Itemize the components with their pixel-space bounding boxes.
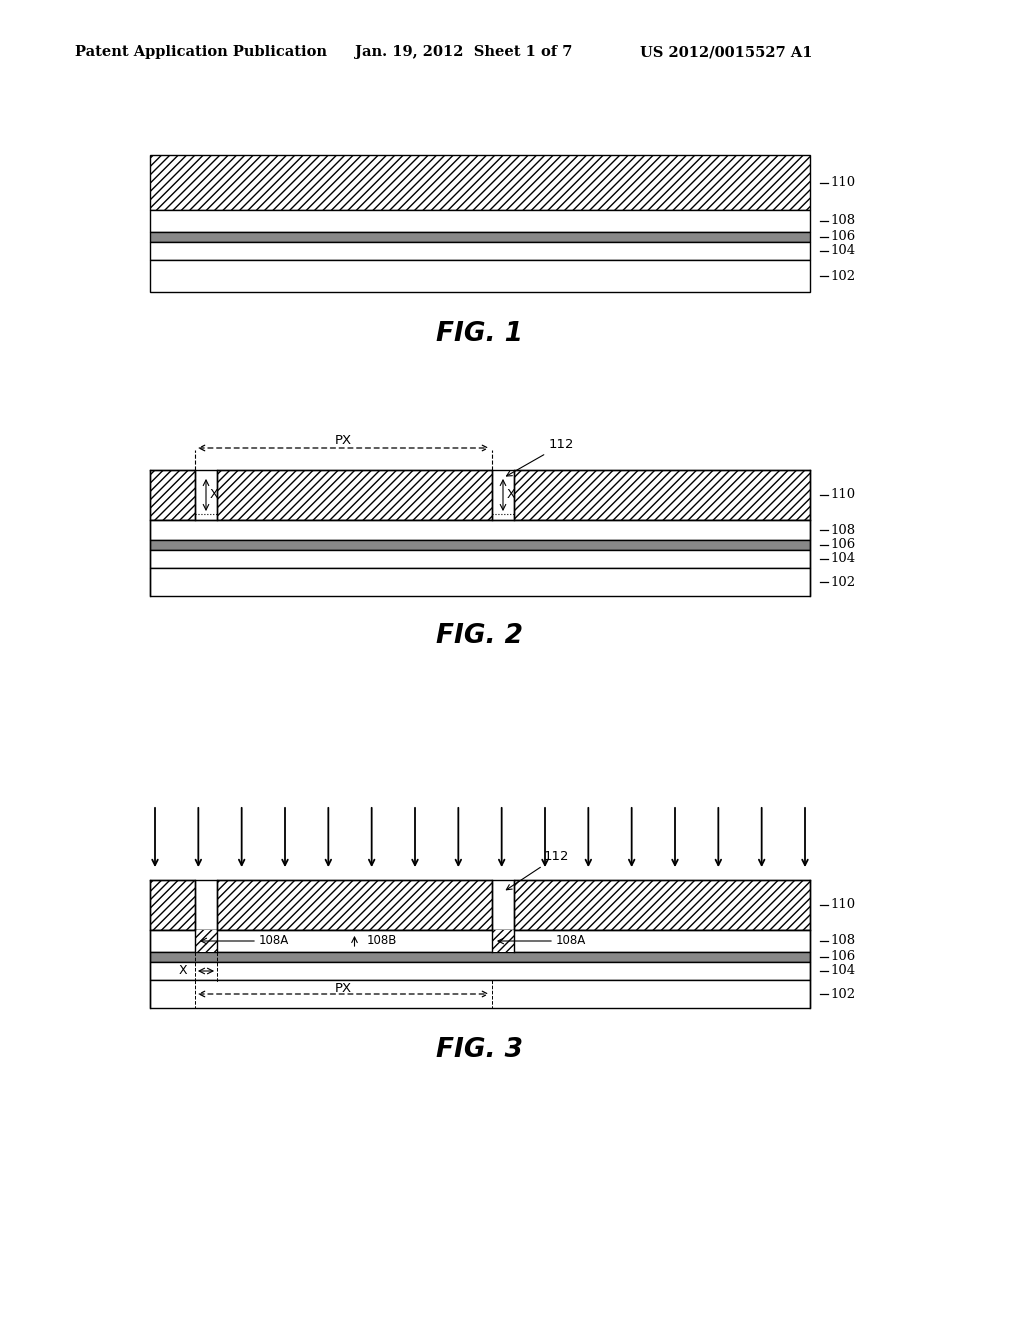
Bar [195,931,217,952]
Bar [150,568,810,597]
Text: PX: PX [335,434,352,447]
Bar [150,520,810,540]
Bar [150,232,810,242]
Bar [514,880,810,931]
Text: FIG. 3: FIG. 3 [436,1038,523,1063]
Text: 102: 102 [830,987,855,1001]
Bar [150,154,810,210]
Text: 112: 112 [506,850,569,890]
Text: 112: 112 [507,438,574,477]
Text: US 2012/0015527 A1: US 2012/0015527 A1 [640,45,812,59]
Text: X: X [178,965,187,978]
Bar [217,470,492,520]
Text: 110: 110 [830,488,855,502]
Text: 106: 106 [830,231,855,243]
Text: 104: 104 [830,965,855,978]
Bar [150,931,810,952]
Bar [514,470,810,520]
Text: 106: 106 [830,950,855,964]
Text: X: X [210,488,219,502]
Bar [150,242,810,260]
Text: 110: 110 [830,899,855,912]
Text: 110: 110 [830,176,855,189]
Text: Jan. 19, 2012  Sheet 1 of 7: Jan. 19, 2012 Sheet 1 of 7 [355,45,572,59]
Text: 108: 108 [830,214,855,227]
Text: PX: PX [335,982,352,995]
Text: FIG. 2: FIG. 2 [436,623,523,649]
Text: Patent Application Publication: Patent Application Publication [75,45,327,59]
Text: 106: 106 [830,539,855,552]
Text: 108A: 108A [556,935,587,948]
Text: 102: 102 [830,269,855,282]
Bar [150,952,810,962]
Text: 102: 102 [830,576,855,589]
Text: 104: 104 [830,553,855,565]
Bar [150,880,195,931]
Text: 108A: 108A [259,935,289,948]
Text: X: X [507,488,516,502]
Bar [150,979,810,1008]
Text: 108: 108 [830,935,855,948]
Bar [150,962,810,979]
Bar [492,931,514,952]
Bar [150,210,810,232]
Text: 108B: 108B [367,935,397,948]
Text: 104: 104 [830,244,855,257]
Bar [150,260,810,292]
Bar [150,470,195,520]
Bar [150,540,810,550]
Bar [150,550,810,568]
Text: FIG. 1: FIG. 1 [436,321,523,347]
Bar [217,880,492,931]
Text: 108: 108 [830,524,855,536]
